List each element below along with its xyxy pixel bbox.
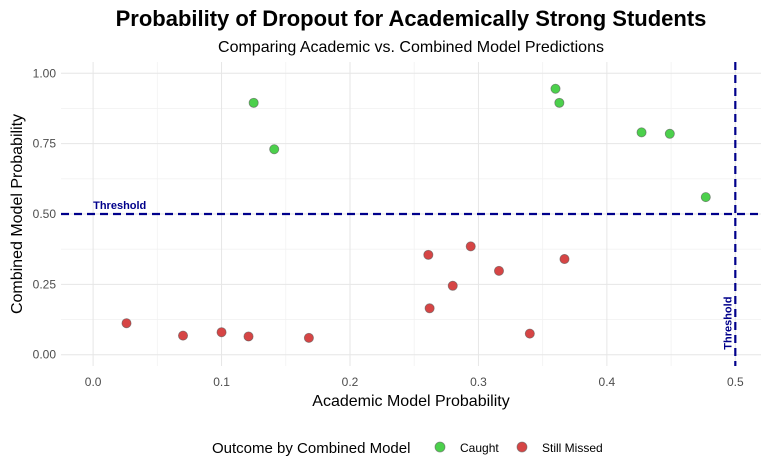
data-point-caught xyxy=(554,97,565,108)
data-point-caught xyxy=(664,128,675,139)
data-point-caught xyxy=(269,144,280,155)
horizontal-threshold-label: Threshold xyxy=(93,200,146,212)
data-point-caught xyxy=(248,97,259,108)
y-tick-label: 0.25 xyxy=(33,277,57,291)
data-point-still-missed xyxy=(559,254,570,265)
x-tick-label: 0.0 xyxy=(85,375,102,389)
y-axis-ticks: 0.00 0.25 0.50 0.75 1.00 xyxy=(33,66,57,361)
data-point-still-missed xyxy=(121,318,132,329)
data-points xyxy=(121,83,711,343)
data-point-still-missed xyxy=(447,280,458,291)
x-tick-label: 0.3 xyxy=(470,375,487,389)
chart-title: Probability of Dropout for Academically … xyxy=(116,6,707,31)
y-axis-label: Combined Model Probability xyxy=(9,114,26,314)
x-axis-ticks: 0.0 0.1 0.2 0.3 0.4 0.5 xyxy=(85,375,744,389)
legend-marker-caught xyxy=(434,441,446,453)
data-point-still-missed xyxy=(216,327,227,338)
x-tick-label: 0.2 xyxy=(342,375,359,389)
data-point-still-missed xyxy=(493,265,504,276)
data-point-still-missed xyxy=(424,303,435,314)
y-tick-label: 1.00 xyxy=(33,66,57,80)
legend-title: Outcome by Combined Model xyxy=(212,440,410,457)
legend-label-still-missed: Still Missed xyxy=(542,441,603,455)
data-point-still-missed xyxy=(465,241,476,252)
x-tick-label: 0.5 xyxy=(727,375,744,389)
data-point-caught xyxy=(636,127,647,138)
data-point-still-missed xyxy=(423,249,434,260)
legend-label-caught: Caught xyxy=(460,441,499,455)
legend: Outcome by Combined Model Caught Still M… xyxy=(212,440,603,457)
y-tick-label: 0.75 xyxy=(33,137,57,151)
data-point-still-missed xyxy=(243,331,254,342)
x-axis-label: Academic Model Probability xyxy=(312,393,509,410)
legend-marker-still-missed xyxy=(516,441,528,453)
chart-subtitle: Comparing Academic vs. Combined Model Pr… xyxy=(218,39,604,56)
data-point-caught xyxy=(700,192,711,203)
data-point-caught xyxy=(550,83,561,94)
data-point-still-missed xyxy=(524,328,535,339)
data-point-still-missed xyxy=(178,330,189,341)
y-tick-label: 0.00 xyxy=(33,348,57,362)
vertical-threshold-label: Threshold xyxy=(722,297,734,350)
threshold-lines xyxy=(61,62,761,366)
data-point-still-missed xyxy=(303,332,314,343)
x-tick-label: 0.1 xyxy=(213,375,230,389)
y-tick-label: 0.50 xyxy=(33,207,57,221)
x-tick-label: 0.4 xyxy=(599,375,616,389)
